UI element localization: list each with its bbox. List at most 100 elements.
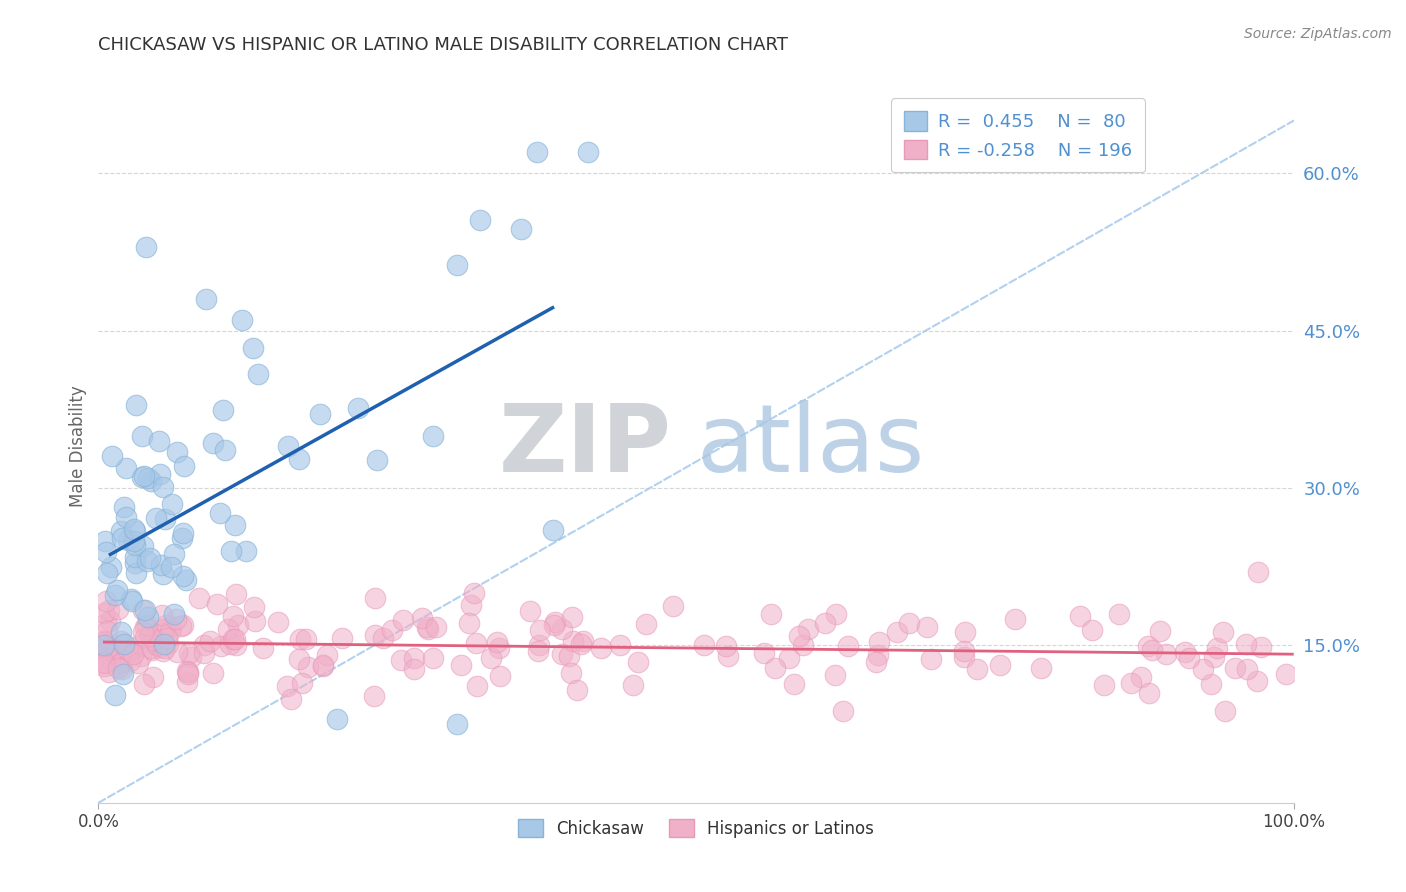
Point bbox=[100, 449, 122, 463]
Point bbox=[404, 662, 426, 676]
Point bbox=[569, 636, 592, 650]
Point bbox=[920, 651, 942, 665]
Point bbox=[134, 631, 156, 645]
Point bbox=[93, 652, 115, 666]
Point bbox=[308, 407, 330, 421]
Point bbox=[176, 665, 198, 679]
Point bbox=[1236, 662, 1258, 676]
Point bbox=[562, 633, 585, 648]
Point bbox=[120, 644, 142, 658]
Point bbox=[100, 652, 122, 666]
Point bbox=[139, 641, 162, 656]
Point bbox=[93, 656, 115, 670]
Point bbox=[180, 649, 202, 664]
Point bbox=[208, 506, 231, 520]
Point bbox=[297, 660, 319, 674]
Point bbox=[156, 637, 179, 651]
Point bbox=[96, 637, 118, 651]
Point bbox=[544, 615, 567, 629]
Point bbox=[110, 634, 132, 648]
Point bbox=[636, 616, 658, 631]
Point bbox=[1178, 651, 1201, 665]
Point bbox=[763, 661, 786, 675]
Point bbox=[425, 620, 447, 634]
Point bbox=[326, 712, 349, 726]
Point bbox=[98, 603, 121, 617]
Point bbox=[104, 645, 127, 659]
Point bbox=[373, 631, 395, 645]
Point bbox=[127, 640, 149, 654]
Point bbox=[411, 610, 433, 624]
Point bbox=[96, 642, 118, 657]
Point bbox=[1174, 645, 1197, 659]
Point bbox=[139, 475, 162, 489]
Point bbox=[252, 640, 274, 655]
Point bbox=[1121, 676, 1143, 690]
Point bbox=[814, 615, 837, 630]
Point bbox=[150, 608, 173, 623]
Point bbox=[104, 689, 127, 703]
Point bbox=[243, 614, 266, 628]
Point bbox=[132, 540, 155, 554]
Point bbox=[572, 633, 595, 648]
Point bbox=[824, 668, 846, 682]
Point bbox=[152, 566, 174, 581]
Text: atlas: atlas bbox=[696, 400, 924, 492]
Point bbox=[897, 616, 920, 631]
Point bbox=[1108, 607, 1130, 622]
Point bbox=[105, 649, 128, 664]
Point bbox=[195, 292, 218, 306]
Point bbox=[117, 533, 139, 547]
Point bbox=[226, 617, 249, 632]
Point bbox=[224, 632, 246, 647]
Point bbox=[627, 656, 650, 670]
Point bbox=[868, 634, 890, 648]
Point bbox=[132, 677, 155, 691]
Point bbox=[422, 428, 444, 442]
Point bbox=[122, 522, 145, 536]
Point bbox=[163, 607, 186, 621]
Point bbox=[280, 692, 302, 706]
Point bbox=[295, 632, 318, 646]
Point bbox=[104, 588, 127, 602]
Point bbox=[153, 512, 176, 526]
Point bbox=[797, 622, 820, 636]
Point bbox=[316, 648, 339, 663]
Legend: Chickasaw, Hispanics or Latinos: Chickasaw, Hispanics or Latinos bbox=[512, 813, 880, 845]
Point bbox=[121, 593, 143, 607]
Point bbox=[96, 544, 118, 558]
Point bbox=[93, 638, 115, 652]
Point bbox=[141, 642, 163, 657]
Point bbox=[288, 651, 311, 665]
Point bbox=[110, 662, 132, 676]
Point bbox=[276, 679, 298, 693]
Point bbox=[193, 646, 215, 660]
Point bbox=[177, 646, 200, 660]
Point bbox=[127, 656, 149, 670]
Point bbox=[93, 655, 115, 669]
Point bbox=[915, 619, 938, 633]
Point bbox=[623, 678, 645, 692]
Point bbox=[104, 641, 127, 656]
Point bbox=[153, 637, 176, 651]
Point bbox=[1069, 609, 1091, 624]
Point bbox=[93, 633, 115, 648]
Point bbox=[139, 550, 162, 565]
Point bbox=[953, 649, 976, 664]
Point bbox=[132, 603, 155, 617]
Point bbox=[149, 640, 172, 655]
Point bbox=[288, 632, 311, 646]
Point bbox=[221, 608, 243, 623]
Point bbox=[93, 659, 115, 673]
Point bbox=[717, 649, 740, 664]
Point bbox=[136, 617, 159, 632]
Point bbox=[312, 659, 335, 673]
Point bbox=[415, 620, 437, 634]
Point bbox=[217, 623, 239, 637]
Point bbox=[529, 624, 551, 638]
Point bbox=[1136, 640, 1159, 654]
Point bbox=[288, 451, 311, 466]
Point bbox=[200, 633, 222, 648]
Point bbox=[124, 538, 146, 552]
Point bbox=[488, 640, 510, 655]
